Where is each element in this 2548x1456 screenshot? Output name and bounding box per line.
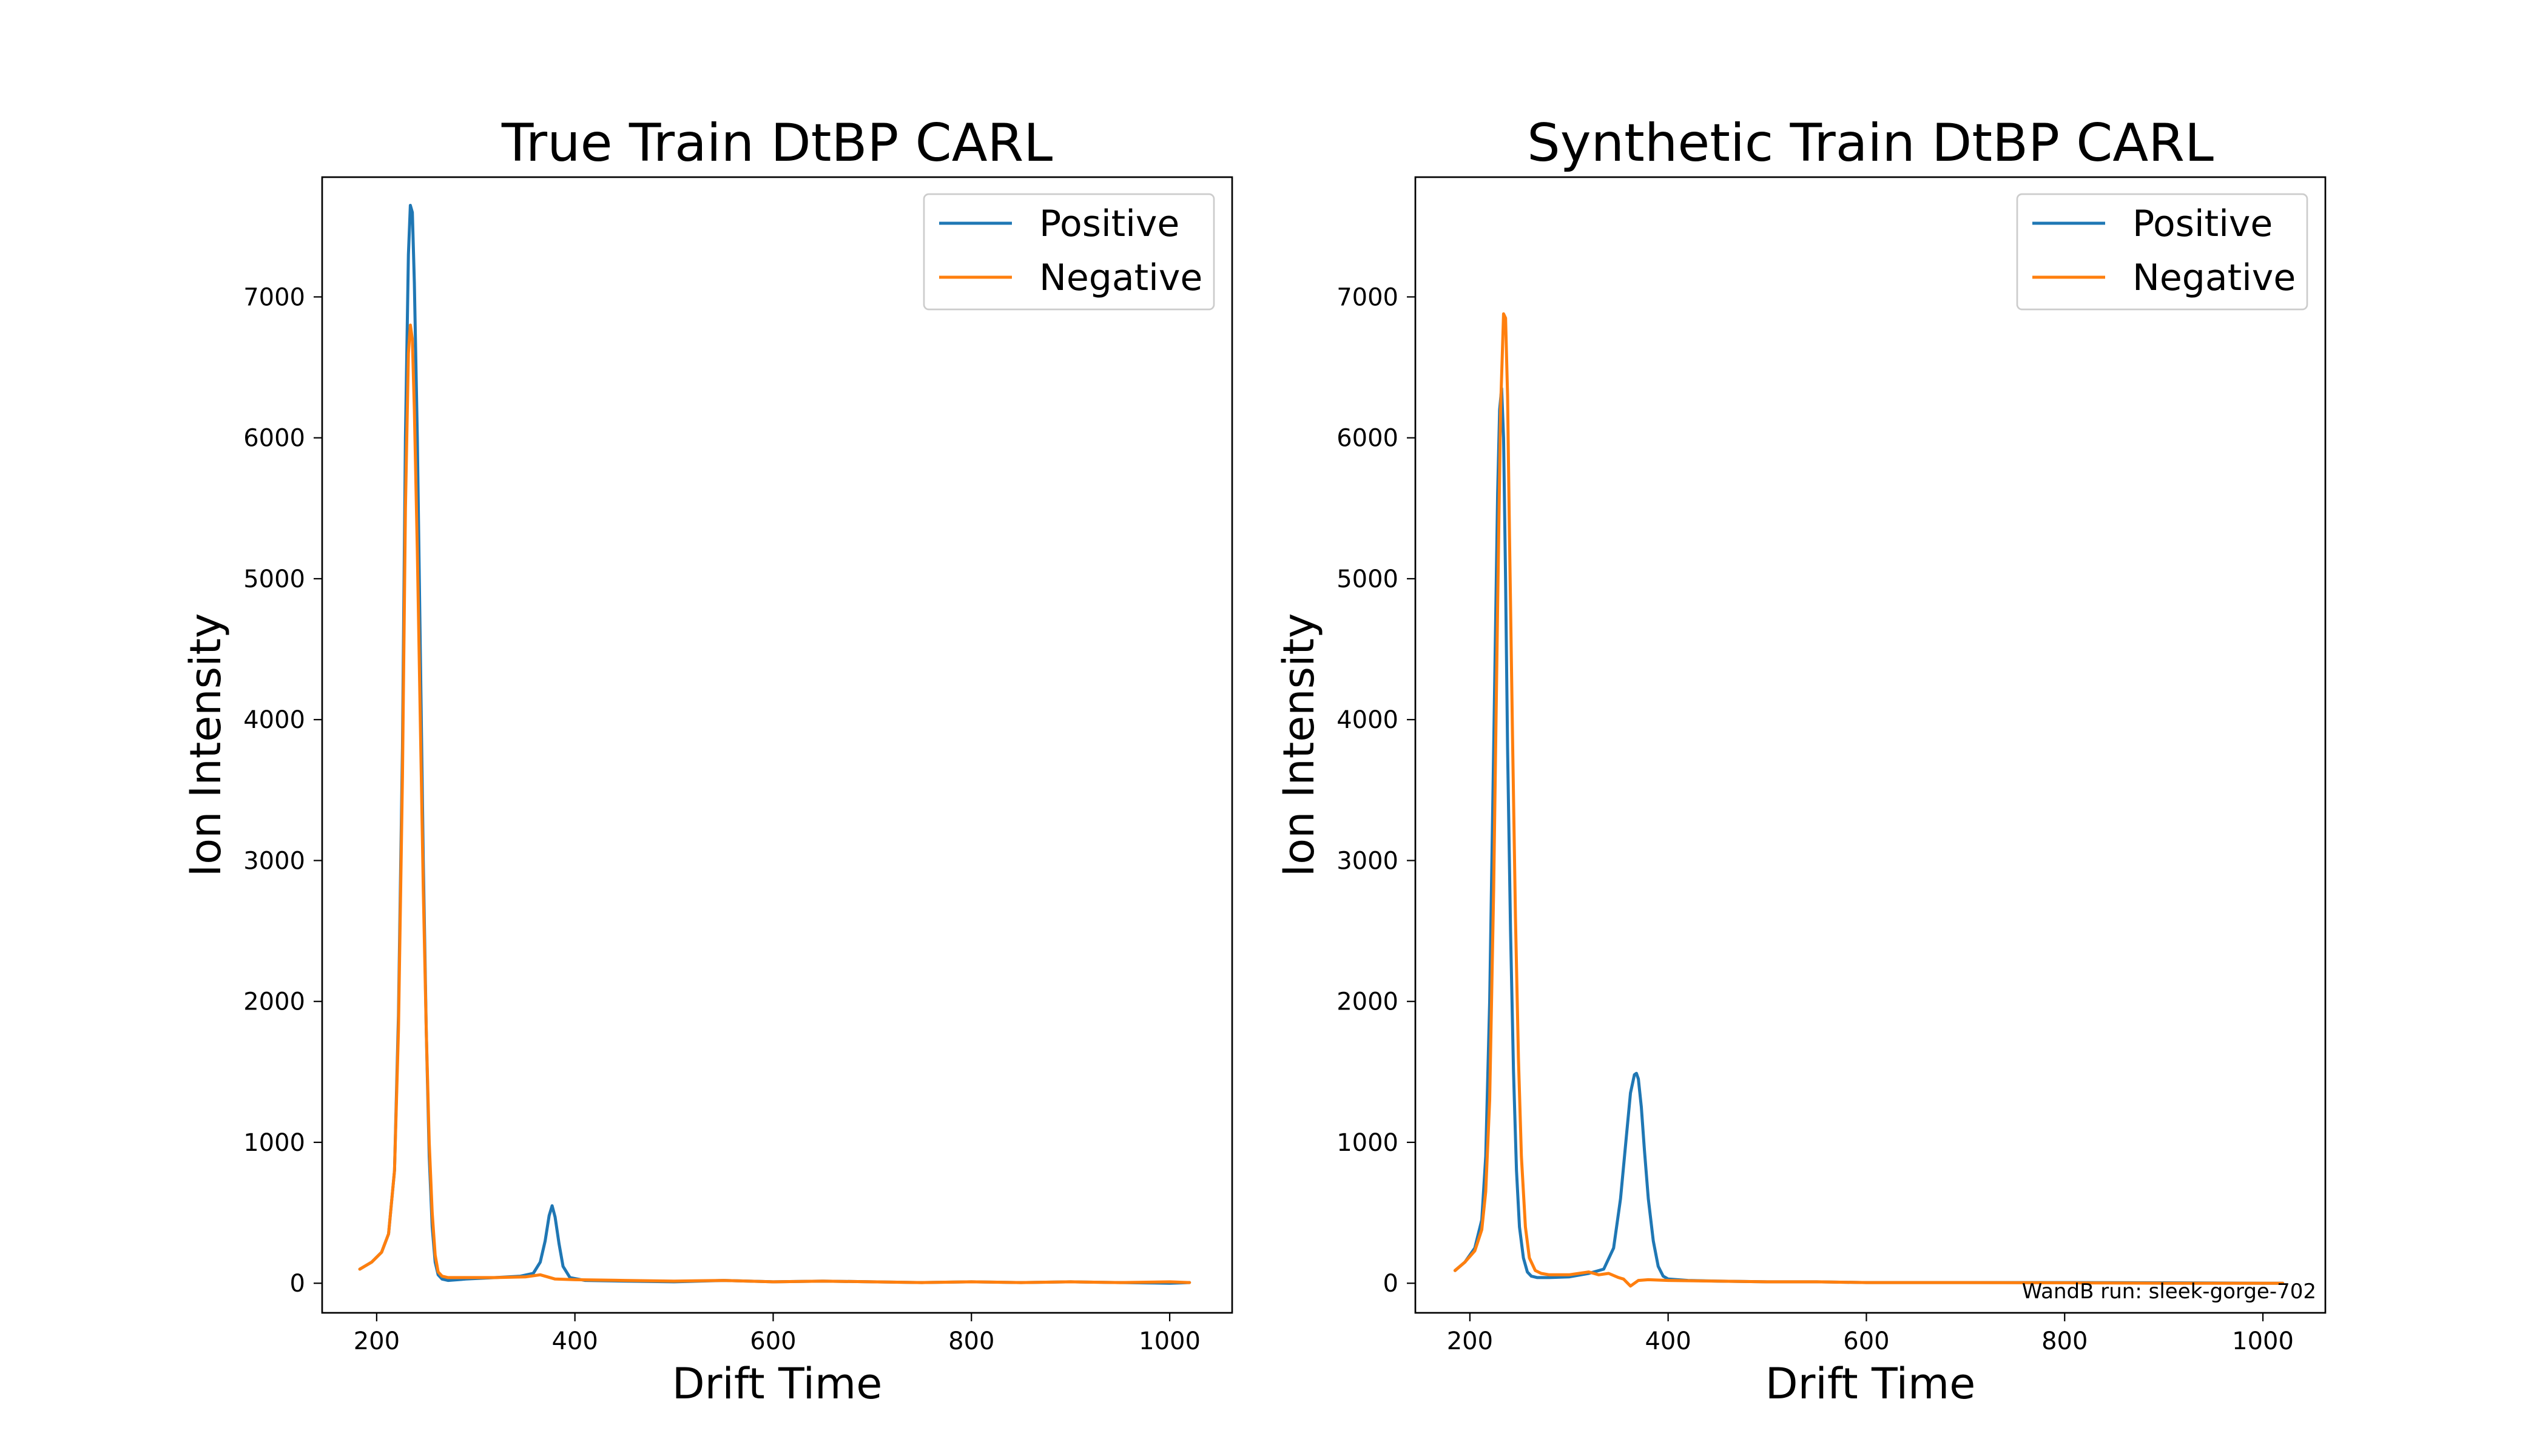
x-tick-label: 1000 xyxy=(1139,1327,1201,1355)
y-tick-label: 4000 xyxy=(1336,706,1398,734)
y-tick-label: 3000 xyxy=(1336,847,1398,875)
series-line-negative xyxy=(1453,312,2285,1288)
x-tick-label: 200 xyxy=(354,1327,400,1355)
legend-label-negative: Negative xyxy=(1039,257,1202,299)
y-tick-label: 7000 xyxy=(243,283,305,311)
wandb-run-annotation: WandB run: sleek-gorge-702 xyxy=(2022,1279,2316,1304)
y-tick-label: 6000 xyxy=(1336,425,1398,453)
x-tick-label: 400 xyxy=(1645,1327,1691,1355)
y-tick-label: 1000 xyxy=(1336,1129,1398,1157)
chart-title: Synthetic Train DtBP CARL xyxy=(1527,113,2214,174)
chart-title: True Train DtBP CARL xyxy=(501,113,1053,174)
x-tick-label: 800 xyxy=(948,1327,994,1355)
y-axis-label: Ion Intensity xyxy=(181,613,231,877)
x-tick-label: 600 xyxy=(1843,1327,1889,1355)
y-tick-label: 2000 xyxy=(243,988,305,1016)
plot-area xyxy=(1453,312,2285,1288)
y-axis-label: Ion Intensity xyxy=(1274,613,1324,877)
y-tick-label: 0 xyxy=(290,1270,305,1298)
chart-panel-synthetic-train: Synthetic Train DtBP CARL 200 400 600 800 10… xyxy=(1274,113,2327,1409)
y-tick-label: 3000 xyxy=(243,847,305,875)
x-axis: 200 400 600 800 1000 xyxy=(354,1313,1201,1355)
y-tick-label: 7000 xyxy=(1336,283,1398,311)
y-tick-label: 5000 xyxy=(243,565,305,593)
x-tick-label: 600 xyxy=(750,1327,796,1355)
y-tick-label: 2000 xyxy=(1336,988,1398,1016)
series-line-negative xyxy=(358,323,1191,1284)
axes-frame xyxy=(321,176,1233,1314)
legend-label-negative: Negative xyxy=(2132,257,2296,299)
y-tick-label: 0 xyxy=(1383,1270,1398,1298)
axes-frame xyxy=(1414,176,2327,1314)
legend-label-positive: Positive xyxy=(1039,203,1179,245)
legend: Positive Negative xyxy=(923,193,1215,311)
y-tick-label: 1000 xyxy=(243,1129,305,1157)
x-axis-label: Drift Time xyxy=(1765,1359,1976,1409)
y-tick-label: 5000 xyxy=(1336,565,1398,593)
x-tick-label: 800 xyxy=(2041,1327,2088,1355)
x-tick-label: 1000 xyxy=(2232,1327,2294,1355)
x-tick-label: 200 xyxy=(1447,1327,1493,1355)
x-axis-label: Drift Time xyxy=(672,1359,883,1409)
plot-area xyxy=(358,204,1191,1285)
y-tick-label: 6000 xyxy=(243,425,305,453)
legend-label-positive: Positive xyxy=(2132,203,2273,245)
y-tick-label: 4000 xyxy=(243,706,305,734)
x-axis: 200 400 600 800 1000 xyxy=(1447,1313,2294,1355)
y-axis: 0 1000 2000 3000 4000 5000 6000 7000 xyxy=(1336,283,1415,1298)
y-axis: 0 1000 2000 3000 4000 5000 6000 7000 xyxy=(243,283,322,1298)
x-tick-label: 400 xyxy=(551,1327,598,1355)
chart-panel-true-train: True Train DtBP CARL 200 400 600 800 1000 0 1… xyxy=(181,113,1233,1409)
legend: Positive Negative xyxy=(2016,193,2308,311)
